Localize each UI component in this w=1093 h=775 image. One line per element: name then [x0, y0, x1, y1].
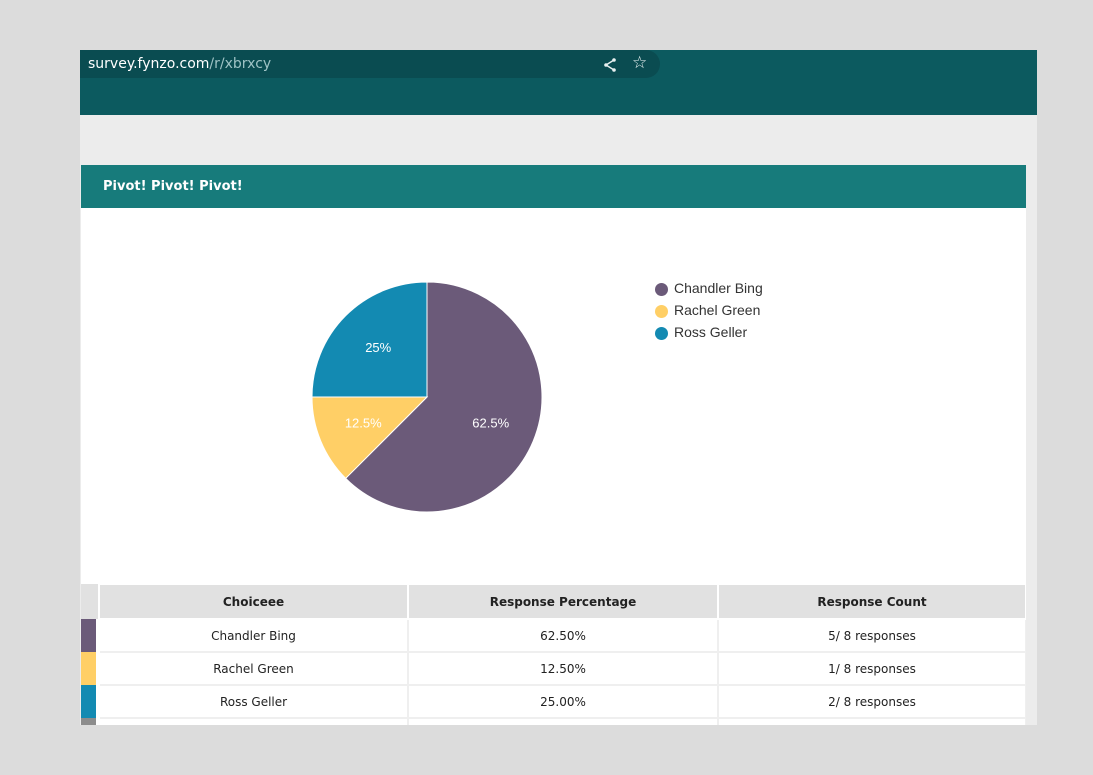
- legend-label: Chandler Bing: [674, 280, 763, 296]
- legend-label: Ross Geller: [674, 324, 748, 340]
- row-color-marker: [81, 652, 96, 685]
- choice-cell: Chandler Bing: [98, 618, 409, 653]
- pie-chart: 62.5% 12.5% 25%: [311, 281, 543, 513]
- choice-cell: [98, 717, 409, 725]
- share-icon[interactable]: [602, 57, 618, 73]
- legend-swatch: [655, 305, 668, 318]
- column-header-count: Response Count: [717, 583, 1026, 620]
- count-cell: [717, 717, 1026, 725]
- percentage-cell: 25.00%: [407, 684, 719, 719]
- pie-data-label: 25%: [365, 340, 391, 355]
- results-table-container: Choiceee Response Percentage Response Co…: [81, 583, 1026, 725]
- chart-panel: 62.5% 12.5% 25% Chandler Bing Rachel Green…: [81, 208, 1026, 583]
- row-color-cell: [81, 652, 100, 685]
- choice-cell: Rachel Green: [98, 651, 409, 686]
- table-row: Chandler Bing 62.50% 5/ 8 responses: [81, 618, 1026, 653]
- legend-label: Rachel Green: [674, 302, 761, 318]
- table-header-row: Choiceee Response Percentage Response Co…: [81, 583, 1026, 620]
- row-color-marker: [81, 619, 96, 652]
- table-row: Rachel Green 12.50% 1/ 8 responses: [81, 651, 1026, 686]
- choice-cell: Ross Geller: [98, 684, 409, 719]
- count-cell: 2/ 8 responses: [717, 684, 1026, 719]
- results-table: Choiceee Response Percentage Response Co…: [81, 583, 1026, 725]
- pie-slice-rachel-green[interactable]: [311, 396, 429, 480]
- percentage-cell: 62.50%: [407, 618, 719, 653]
- row-color-cell: [81, 685, 100, 718]
- pie-data-label: 12.5%: [345, 415, 382, 430]
- table-row: Ross Geller 25.00% 2/ 8 responses: [81, 684, 1026, 719]
- count-cell: 1/ 8 responses: [717, 651, 1026, 686]
- pie-data-label: 62.5%: [472, 415, 509, 430]
- column-header-choice: Choiceee: [98, 583, 409, 620]
- question-header: Pivot! Pivot! Pivot!: [81, 165, 1026, 208]
- color-column-header: [81, 584, 100, 619]
- row-color-cell: [81, 619, 100, 652]
- question-title: Pivot! Pivot! Pivot!: [103, 179, 243, 194]
- column-header-percentage: Response Percentage: [407, 583, 719, 620]
- browser-toolbar: survey.fynzo.com/r/xbrxcy ☆: [80, 50, 1037, 115]
- pie-slice-ross-geller[interactable]: [311, 281, 428, 398]
- percentage-cell: [407, 717, 719, 725]
- bookmark-star-icon[interactable]: ☆: [632, 53, 648, 72]
- legend-swatch: [655, 327, 668, 340]
- row-color-marker: [81, 718, 96, 725]
- browser-window: survey.fynzo.com/r/xbrxcy ☆ Pivot! Pivot…: [80, 50, 1037, 725]
- count-cell: 5/ 8 responses: [717, 618, 1026, 653]
- address-bar[interactable]: survey.fynzo.com/r/xbrxcy ☆: [80, 50, 660, 78]
- url-domain: survey.fynzo.com: [88, 56, 210, 72]
- legend-swatch: [655, 283, 668, 296]
- url-path: /r/xbrxcy: [209, 56, 272, 72]
- table-row-partial: [81, 717, 1026, 725]
- percentage-cell: 12.50%: [407, 651, 719, 686]
- row-color-cell: [81, 718, 100, 725]
- pie-slice-chandler-bing[interactable]: [344, 281, 543, 513]
- row-color-marker: [81, 685, 96, 718]
- url-text[interactable]: survey.fynzo.com/r/xbrxcy: [88, 56, 271, 72]
